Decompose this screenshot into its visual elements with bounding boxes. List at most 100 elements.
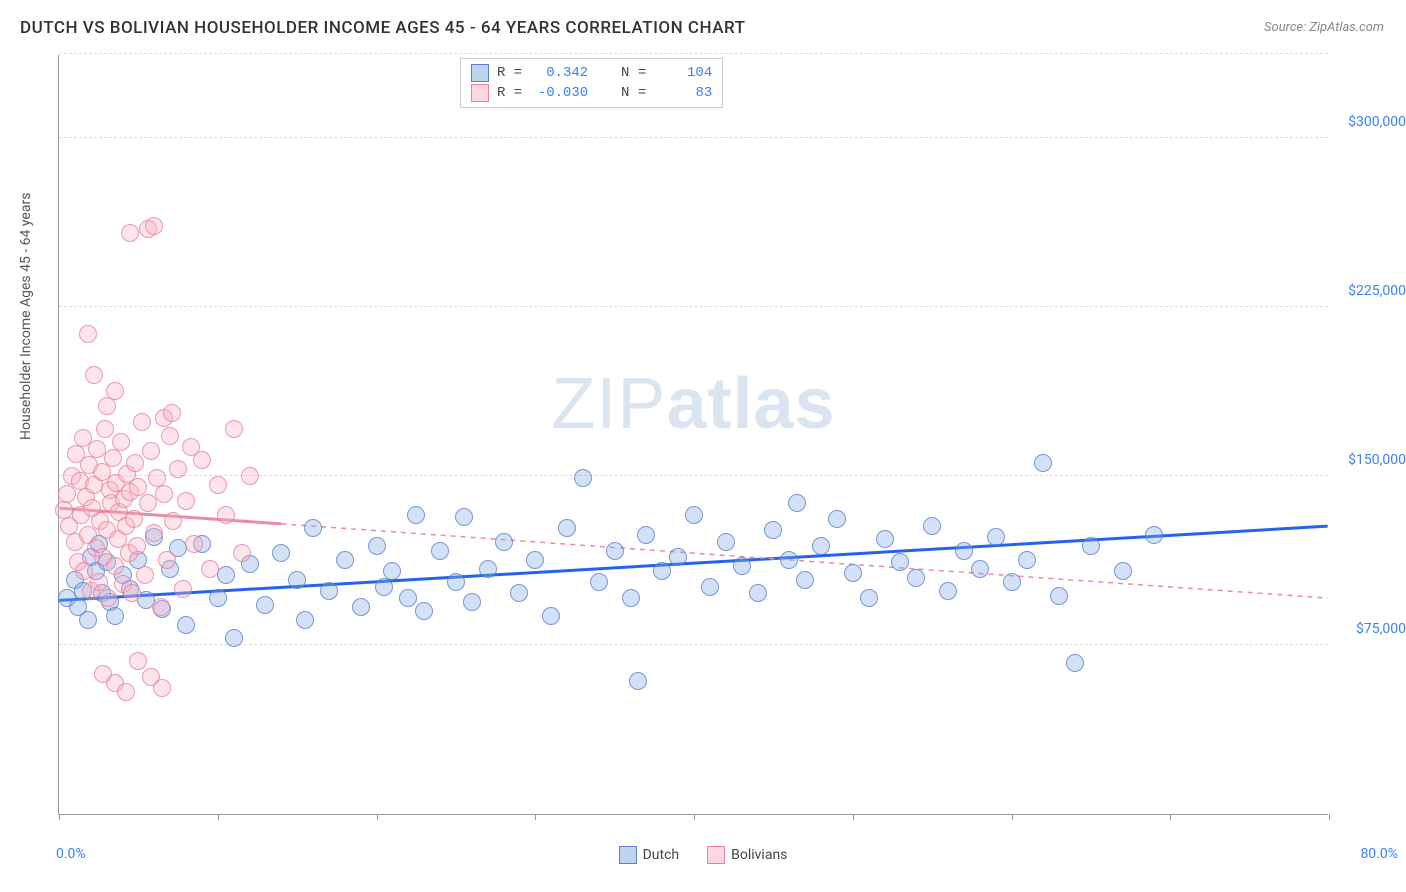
data-point bbox=[637, 526, 655, 544]
stats-row: R =0.342 N =104 bbox=[471, 63, 712, 83]
data-point bbox=[1034, 454, 1052, 472]
data-point bbox=[79, 611, 97, 629]
data-point bbox=[352, 598, 370, 616]
data-point bbox=[225, 629, 243, 647]
data-point bbox=[85, 366, 103, 384]
data-point bbox=[145, 217, 163, 235]
data-point bbox=[161, 427, 179, 445]
data-point bbox=[383, 562, 401, 580]
data-point bbox=[749, 584, 767, 602]
data-point bbox=[129, 652, 147, 670]
plot-area: ZIPatlas $75,000$150,000$225,000$300,000 bbox=[58, 55, 1328, 815]
y-tick-label: $150,000 bbox=[1336, 452, 1406, 468]
data-point bbox=[272, 544, 290, 562]
data-point bbox=[1066, 654, 1084, 672]
data-point bbox=[1145, 526, 1163, 544]
data-point bbox=[415, 602, 433, 620]
data-point bbox=[79, 325, 97, 343]
data-point bbox=[764, 521, 782, 539]
x-tick bbox=[1170, 814, 1171, 820]
data-point bbox=[399, 589, 417, 607]
data-point bbox=[98, 397, 116, 415]
data-point bbox=[241, 467, 259, 485]
x-tick bbox=[377, 814, 378, 820]
data-point bbox=[479, 560, 497, 578]
data-point bbox=[123, 584, 141, 602]
data-point bbox=[407, 506, 425, 524]
data-point bbox=[1082, 537, 1100, 555]
data-point bbox=[133, 413, 151, 431]
data-point bbox=[733, 557, 751, 575]
x-tick bbox=[535, 814, 536, 820]
data-point bbox=[495, 533, 513, 551]
gridline bbox=[59, 53, 1328, 54]
data-point bbox=[971, 560, 989, 578]
data-point bbox=[177, 492, 195, 510]
data-point bbox=[987, 528, 1005, 546]
data-point bbox=[174, 580, 192, 598]
x-tick bbox=[59, 814, 60, 820]
data-point bbox=[153, 679, 171, 697]
data-point bbox=[590, 573, 608, 591]
data-point bbox=[158, 551, 176, 569]
data-point bbox=[788, 494, 806, 512]
data-point bbox=[233, 544, 251, 562]
data-point bbox=[1114, 562, 1132, 580]
data-point bbox=[717, 533, 735, 551]
data-point bbox=[812, 537, 830, 555]
data-point bbox=[145, 524, 163, 542]
legend-item: Dutch bbox=[619, 846, 680, 864]
data-point bbox=[152, 598, 170, 616]
data-point bbox=[288, 571, 306, 589]
legend-swatch bbox=[707, 846, 725, 864]
bottom-legend: DutchBolivians bbox=[0, 846, 1406, 864]
x-tick bbox=[694, 814, 695, 820]
data-point bbox=[606, 542, 624, 560]
data-point bbox=[653, 562, 671, 580]
data-point bbox=[128, 537, 146, 555]
data-point bbox=[96, 420, 114, 438]
data-point bbox=[1050, 587, 1068, 605]
data-point bbox=[193, 451, 211, 469]
data-point bbox=[828, 510, 846, 528]
data-point bbox=[1003, 573, 1021, 591]
data-point bbox=[368, 537, 386, 555]
data-point bbox=[923, 517, 941, 535]
data-point bbox=[622, 589, 640, 607]
data-point bbox=[907, 569, 925, 587]
data-point bbox=[104, 449, 122, 467]
data-point bbox=[142, 442, 160, 460]
x-tick bbox=[853, 814, 854, 820]
data-point bbox=[217, 506, 235, 524]
data-point bbox=[431, 542, 449, 560]
data-point bbox=[542, 607, 560, 625]
data-point bbox=[629, 672, 647, 690]
data-point bbox=[780, 551, 798, 569]
data-point bbox=[1018, 551, 1036, 569]
data-point bbox=[164, 512, 182, 530]
legend-label: Dutch bbox=[643, 847, 680, 863]
gridline bbox=[59, 137, 1328, 138]
data-point bbox=[447, 573, 465, 591]
data-point bbox=[163, 404, 181, 422]
data-point bbox=[121, 224, 139, 242]
chart-title: DUTCH VS BOLIVIAN HOUSEHOLDER INCOME AGE… bbox=[20, 18, 745, 38]
data-point bbox=[955, 542, 973, 560]
data-point bbox=[796, 571, 814, 589]
data-point bbox=[463, 593, 481, 611]
data-point bbox=[99, 589, 117, 607]
data-point bbox=[209, 476, 227, 494]
data-point bbox=[375, 578, 393, 596]
trend-lines bbox=[59, 55, 1328, 814]
stats-legend: R =0.342 N =104R =-0.030 N =83 bbox=[460, 58, 723, 108]
y-axis-title: Householder Income Ages 45 - 64 years bbox=[18, 193, 34, 440]
data-point bbox=[685, 506, 703, 524]
data-point bbox=[336, 551, 354, 569]
y-tick-label: $300,000 bbox=[1336, 114, 1406, 130]
data-point bbox=[177, 616, 195, 634]
data-point bbox=[125, 510, 143, 528]
data-point bbox=[225, 420, 243, 438]
data-point bbox=[106, 607, 124, 625]
data-point bbox=[112, 433, 130, 451]
data-point bbox=[106, 382, 124, 400]
